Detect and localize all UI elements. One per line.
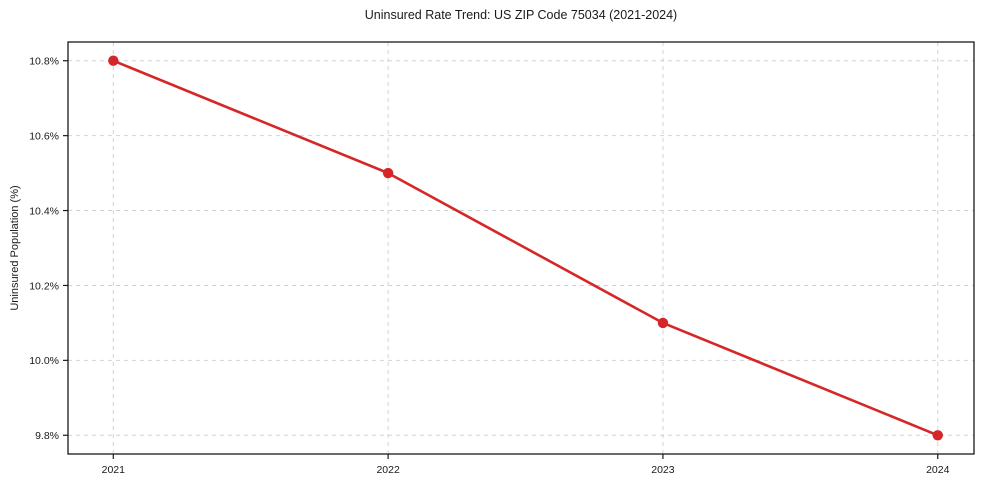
data-point-marker	[932, 430, 943, 441]
y-tick-label: 10.2%	[29, 280, 59, 292]
y-tick-label: 10.8%	[29, 56, 59, 68]
y-tick-label: 10.0%	[29, 355, 59, 367]
data-point-marker	[657, 317, 669, 329]
x-tick-label: 2023	[651, 464, 675, 476]
data-point-marker	[382, 167, 394, 179]
plot-border	[67, 41, 975, 455]
y-tick-label: 10.6%	[29, 130, 59, 142]
x-tick-label: 2022	[376, 464, 400, 476]
y-tick-label: 10.4%	[29, 205, 59, 217]
data-point-marker	[108, 55, 119, 66]
chart-title: Uninsured Rate Trend: US ZIP Code 75034 …	[364, 8, 678, 22]
trend-line	[112, 59, 940, 437]
x-tick-label: 2024	[926, 464, 950, 476]
y-tick-label: 9.8%	[35, 430, 59, 442]
x-tick-label: 2021	[102, 464, 126, 476]
